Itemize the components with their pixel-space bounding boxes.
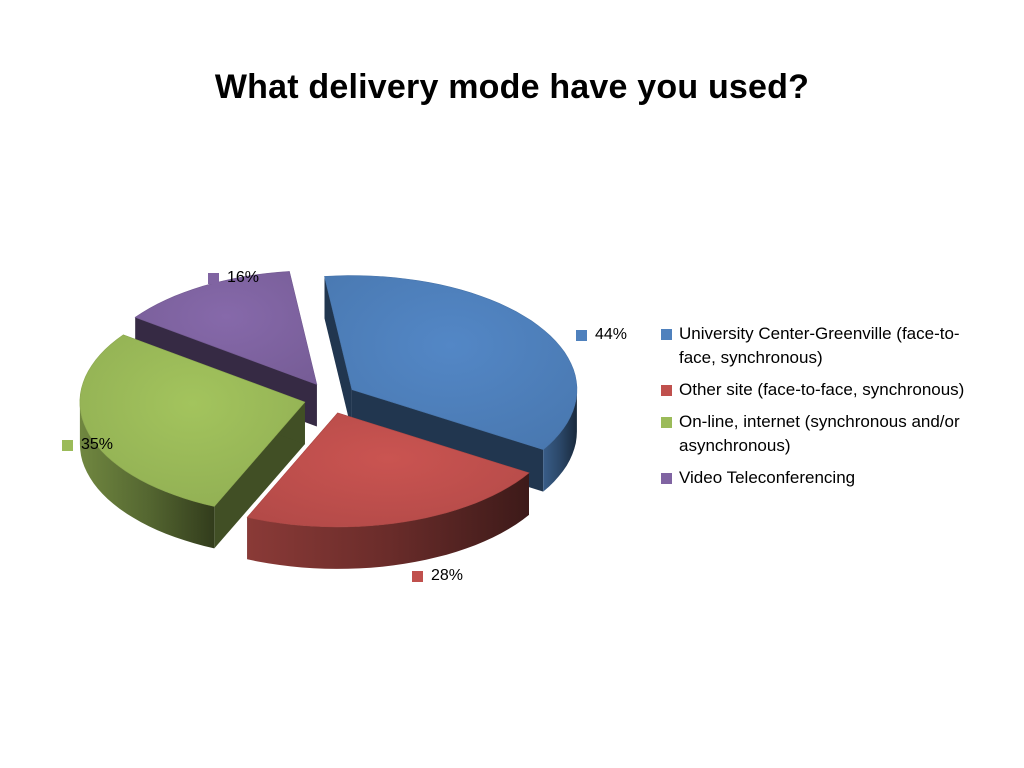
chart-legend: University Center-Greenville (face-to-fa… bbox=[661, 322, 971, 498]
data-label-text-university-center: 44% bbox=[595, 326, 628, 343]
data-label-key-university-center bbox=[576, 329, 587, 341]
legend-item-online: On-line, internet (synchronous and/or as… bbox=[661, 410, 971, 458]
slide-title: What delivery mode have you used? bbox=[214, 68, 810, 106]
legend-key-university-center bbox=[661, 329, 672, 340]
legend-key-online bbox=[661, 417, 672, 428]
pie-slice-other-site bbox=[246, 412, 530, 569]
data-label-key-video bbox=[208, 272, 219, 284]
pie-top-other-site bbox=[246, 412, 530, 528]
data-label-text-other-site: 28% bbox=[431, 567, 464, 584]
legend-item-university-center: University Center-Greenville (face-to-fa… bbox=[661, 322, 971, 370]
data-label-university-center: 44% bbox=[576, 326, 627, 344]
pie-side-wall-online-0 bbox=[214, 402, 305, 549]
legend-key-video bbox=[661, 473, 672, 484]
data-label-text-online: 35% bbox=[81, 436, 114, 453]
pie-front-wall-online-0 bbox=[79, 402, 215, 549]
data-label-other-site: 28% bbox=[412, 567, 463, 585]
pie-top-university-center bbox=[324, 275, 578, 450]
data-label-video: 16% bbox=[208, 269, 259, 287]
data-label-key-other-site bbox=[412, 570, 423, 582]
data-label-text-video: 16% bbox=[227, 269, 260, 286]
pie-top-online bbox=[79, 334, 306, 507]
legend-label-video: Video Teleconferencing bbox=[679, 468, 856, 487]
pie-top-video bbox=[134, 271, 318, 385]
legend-key-other-site bbox=[661, 385, 672, 396]
legend-label-other-site: Other site (face-to-face, synchronous) bbox=[679, 380, 965, 399]
pie-front-wall-other-site-0 bbox=[247, 472, 529, 569]
legend-item-video: Video Teleconferencing bbox=[661, 466, 971, 490]
legend-item-other-site: Other site (face-to-face, synchronous) bbox=[661, 378, 971, 402]
pie-side-wall-university-center-0 bbox=[324, 276, 352, 432]
pie-front-wall-university-center-0 bbox=[543, 389, 577, 492]
data-label-online: 35% bbox=[62, 436, 113, 454]
legend-label-university-center: University Center-Greenville (face-to-fa… bbox=[679, 324, 960, 367]
data-label-key-online bbox=[62, 439, 73, 451]
pie-slice-online bbox=[79, 334, 306, 549]
legend-label-online: On-line, internet (synchronous and/or as… bbox=[679, 412, 960, 455]
